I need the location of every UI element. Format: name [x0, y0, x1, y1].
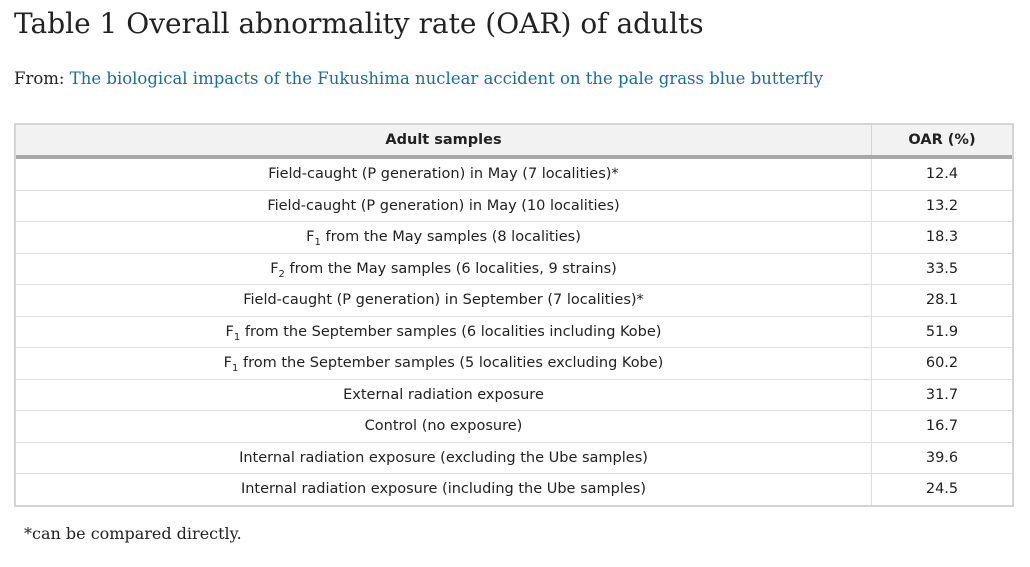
sample-cell: Internal radiation exposure (including t… — [16, 473, 872, 505]
sample-cell: Control (no exposure) — [16, 410, 872, 442]
table-row: External radiation exposure 31.7 — [16, 378, 1012, 411]
sample-text: Control (no exposure) — [364, 418, 523, 435]
sample-text: F — [270, 260, 279, 277]
table-row: F1 from the May samples (8 localities) 18… — [16, 221, 1012, 253]
sample-text-rest: from the September samples (5 localities… — [238, 355, 664, 372]
table-row: Internal radiation exposure (including t… — [16, 473, 1012, 505]
table-row: F1 from the September samples (5 localit… — [16, 347, 1012, 379]
header-adult-samples: Adult samples — [16, 125, 872, 159]
footnote: *can be compared directly. — [24, 524, 242, 543]
sample-text-rest: from the May samples (6 localities, 9 st… — [284, 260, 617, 277]
oar-value: 13.2 — [871, 189, 1012, 222]
sample-cell: Field-caught (P generation) in September… — [16, 284, 872, 316]
oar-value: 51.9 — [871, 315, 1012, 348]
sample-cell: F2 from the May samples (6 localities, 9… — [16, 252, 872, 285]
sample-cell: Field-caught (P generation) in May (7 lo… — [16, 157, 872, 190]
page-title: Table 1 Overall abnormality rate (OAR) o… — [14, 7, 704, 40]
table-row: Field-caught (P generation) in September… — [16, 284, 1012, 316]
article-link[interactable]: The biological impacts of the Fukushima … — [69, 69, 824, 88]
oar-value: 16.7 — [871, 410, 1012, 442]
from-label: From: — [14, 69, 65, 88]
sample-cell: Internal radiation exposure (excluding t… — [16, 441, 872, 474]
sample-cell: F1 from the September samples (6 localit… — [16, 315, 872, 348]
table-body: Field-caught (P generation) in May (7 lo… — [16, 157, 1012, 505]
table-row: Internal radiation exposure (excluding t… — [16, 441, 1012, 474]
sample-text-rest: from the May samples (8 localities) — [320, 229, 581, 246]
sample-cell: F1 from the May samples (8 localities) — [16, 221, 872, 253]
sample-text: Field-caught (P generation) in May (7 lo… — [268, 166, 619, 183]
oar-table-container: Adult samples OAR (%) Field-caught (P ge… — [14, 123, 1014, 507]
table-row: F2 from the May samples (6 localities, 9… — [16, 252, 1012, 285]
generation-subscript: 1 — [314, 237, 321, 249]
sample-text: F — [225, 323, 234, 340]
sample-text: Internal radiation exposure (including t… — [240, 481, 647, 498]
generation-subscript: 1 — [233, 331, 241, 343]
oar-value: 31.7 — [871, 378, 1012, 411]
table-row: F1 from the September samples (6 localit… — [16, 315, 1012, 348]
generation-subscript: 2 — [278, 268, 285, 280]
table-row: Field-caught (P generation) in May (7 lo… — [16, 157, 1012, 190]
generation-subscript: 1 — [232, 363, 239, 375]
source-line: From: The biological impacts of the Fuku… — [14, 67, 823, 91]
sample-cell: External radiation exposure — [16, 378, 872, 411]
oar-table: Adult samples OAR (%) Field-caught (P ge… — [16, 125, 1012, 505]
oar-value: 12.4 — [871, 157, 1012, 190]
sample-cell: Field-caught (P generation) in May (10 l… — [16, 189, 872, 222]
sample-cell: F1 from the September samples (5 localit… — [16, 347, 872, 379]
header-oar: OAR (%) — [871, 125, 1012, 159]
sample-text: Internal radiation exposure (excluding t… — [239, 449, 648, 466]
sample-text-rest: from the September samples (6 localities… — [240, 323, 662, 340]
table-header-row: Adult samples OAR (%) — [16, 125, 1012, 159]
oar-value: 18.3 — [871, 221, 1012, 253]
sample-text: Field-caught (P generation) in May (10 l… — [267, 197, 620, 214]
sample-text: External radiation exposure — [343, 386, 544, 403]
table-row: Control (no exposure) 16.7 — [16, 410, 1012, 442]
table-row: Field-caught (P generation) in May (10 l… — [16, 189, 1012, 222]
oar-value: 39.6 — [871, 441, 1012, 474]
oar-value: 28.1 — [871, 284, 1012, 316]
oar-value: 33.5 — [871, 252, 1012, 285]
sample-text: Field-caught (P generation) in September… — [243, 292, 644, 309]
sample-text: F — [223, 355, 232, 372]
oar-value: 24.5 — [871, 473, 1012, 505]
sample-text: F — [306, 229, 315, 246]
oar-value: 60.2 — [871, 347, 1012, 379]
